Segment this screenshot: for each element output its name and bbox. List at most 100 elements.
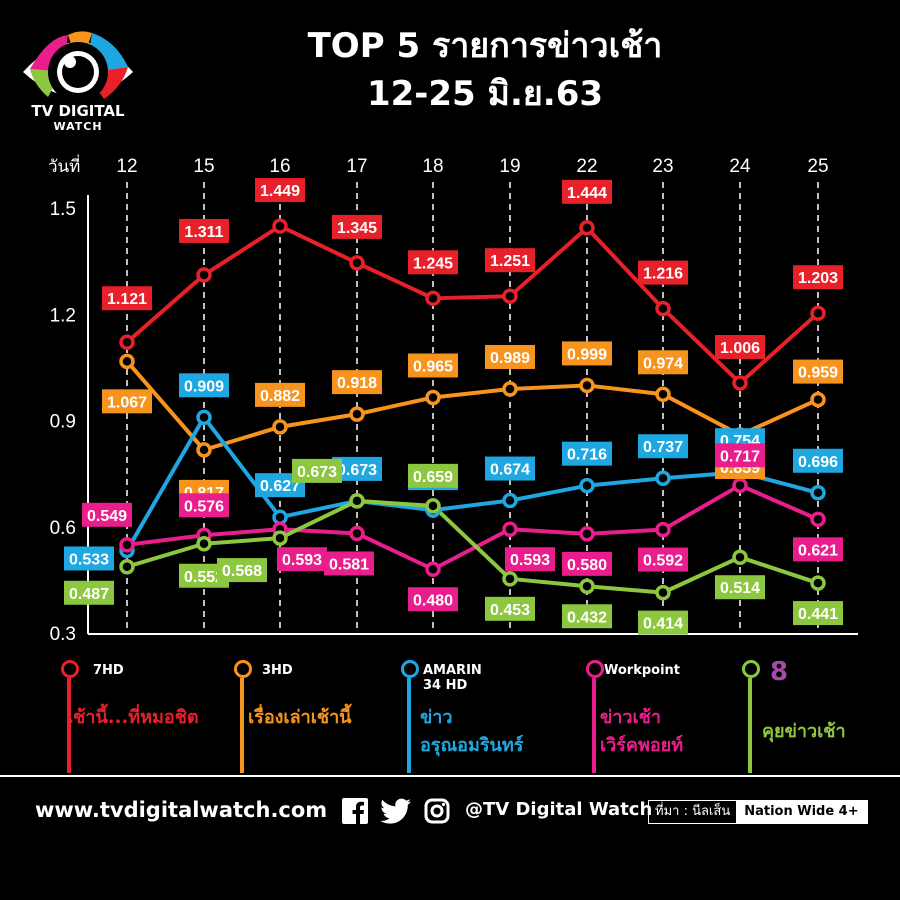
source-value: Nation Wide 4+ — [736, 801, 867, 823]
data-point — [425, 561, 441, 577]
data-label-box — [638, 350, 688, 375]
y-tick-label: 0.3 — [50, 624, 76, 645]
data-label: 1.449 — [260, 183, 300, 200]
data-label: 0.568 — [222, 563, 262, 580]
footer: www.tvdigitalwatch.com @TV Digital Watch… — [0, 790, 900, 830]
legend-label-ch8: คุยข่าวเช้า — [762, 721, 846, 742]
data-label-box — [485, 456, 535, 481]
data-label: 1.006 — [720, 340, 760, 357]
y-tick-label: 0.9 — [50, 412, 76, 433]
data-label: 1.345 — [337, 220, 377, 237]
data-point — [502, 381, 518, 397]
data-point — [349, 493, 365, 509]
data-label: 0.592 — [643, 553, 683, 570]
data-label-box — [638, 260, 688, 285]
data-label-box — [485, 596, 535, 621]
data-point — [732, 549, 748, 565]
data-point — [349, 255, 365, 271]
data-point — [119, 537, 135, 553]
channel-7hd-logo: 7HD — [93, 663, 124, 678]
data-label: 0.659 — [413, 469, 453, 486]
data-point — [196, 536, 212, 552]
x-tick-label: 19 — [499, 156, 520, 177]
legend-stem — [748, 678, 752, 773]
data-point — [810, 511, 826, 528]
data-label: 0.716 — [567, 447, 607, 464]
data-label: 0.989 — [490, 350, 530, 367]
legend-marker — [742, 660, 760, 678]
data-label-box — [638, 434, 688, 459]
data-label-box — [255, 382, 305, 407]
data-label-box — [82, 502, 132, 527]
data-label: 0.593 — [282, 552, 322, 569]
data-label: 0.737 — [643, 439, 683, 456]
twitter-icon[interactable] — [380, 798, 412, 824]
data-point — [579, 526, 595, 542]
data-point — [425, 290, 441, 307]
data-label-box — [277, 547, 327, 572]
data-label-box — [562, 341, 612, 366]
data-point — [579, 477, 595, 494]
x-tick-label: 17 — [346, 156, 367, 177]
x-tick-label: 12 — [116, 156, 137, 177]
channel-3hd-logo: 3HD — [262, 663, 293, 678]
website-url[interactable]: www.tvdigitalwatch.com — [35, 798, 328, 822]
data-label: 0.673 — [337, 462, 377, 479]
data-point — [732, 477, 748, 494]
data-point — [119, 353, 135, 370]
legend-label-workpoint-1: ข่าวเช้า — [600, 707, 661, 728]
data-label-box — [638, 547, 688, 572]
data-label: 0.621 — [798, 542, 838, 559]
data-label: 0.414 — [643, 616, 683, 633]
x-tick-label: 16 — [269, 156, 290, 177]
data-label-box — [332, 370, 382, 395]
data-label-box — [179, 493, 229, 518]
legend-marker — [61, 660, 79, 678]
data-point — [810, 391, 826, 408]
data-point — [655, 584, 671, 601]
channel-amarin-logo: AMARIN 34 HD — [423, 663, 482, 693]
legend-label-ch7: เช้านี้...ที่หมอชิต — [67, 707, 199, 728]
data-label-box — [562, 441, 612, 466]
data-label: 1.216 — [643, 266, 683, 283]
data-label: 0.552 — [184, 569, 224, 586]
data-label: 0.918 — [337, 375, 377, 392]
facebook-icon[interactable] — [342, 798, 368, 824]
brand-name: TV DIGITAL — [31, 102, 125, 120]
data-label: 0.999 — [567, 346, 607, 363]
data-point — [502, 521, 518, 537]
series-line — [125, 415, 819, 552]
legend-marker — [401, 660, 419, 678]
data-label: 0.480 — [413, 592, 453, 609]
data-point — [502, 288, 518, 304]
data-label-box — [638, 610, 688, 635]
data-point — [502, 492, 518, 509]
data-point — [502, 571, 518, 587]
data-point — [579, 578, 595, 594]
data-label-box — [408, 353, 458, 378]
x-axis-label: วันที่ — [48, 154, 80, 177]
channel-workpoint-logo: Workpoint — [604, 663, 681, 678]
data-label: 0.549 — [87, 508, 127, 525]
data-label-box — [505, 547, 555, 572]
data-label-box — [562, 604, 612, 629]
legend: 7HD เช้านี้...ที่หมอชิต 3HD เรื่องเล่าเช… — [0, 655, 900, 770]
data-label: 0.533 — [69, 551, 109, 568]
data-label: 0.965 — [413, 358, 453, 375]
series-line — [126, 483, 819, 572]
instagram-icon[interactable] — [424, 798, 450, 824]
data-label-box — [332, 214, 382, 239]
data-label-box — [793, 265, 843, 290]
data-label: 0.674 — [490, 462, 530, 479]
data-point — [655, 470, 671, 486]
data-label: 0.627 — [260, 478, 300, 495]
legend-label-amarin-1: ข่าว — [420, 707, 453, 728]
data-label-box — [324, 551, 374, 576]
data-label: 0.453 — [490, 602, 530, 619]
data-label-box — [793, 601, 843, 626]
data-label-box — [715, 575, 765, 600]
data-point — [732, 375, 748, 391]
data-label: 0.882 — [260, 388, 300, 405]
data-point — [425, 498, 441, 514]
data-point — [655, 386, 671, 403]
